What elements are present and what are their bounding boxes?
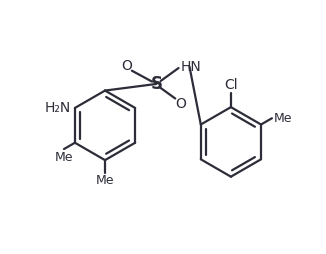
Text: O: O <box>175 97 186 111</box>
Text: H₂N: H₂N <box>45 101 71 115</box>
Text: Me: Me <box>96 174 114 187</box>
Text: S: S <box>150 75 162 93</box>
Text: HN: HN <box>180 60 201 74</box>
Text: Me: Me <box>55 151 73 164</box>
Text: Me: Me <box>274 112 292 125</box>
Text: Cl: Cl <box>224 77 238 91</box>
Text: O: O <box>121 59 132 73</box>
